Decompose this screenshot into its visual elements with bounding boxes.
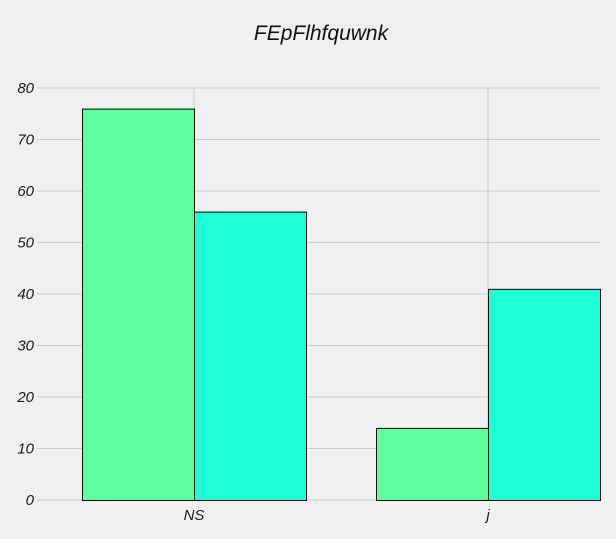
y-tick-label: 80 — [17, 80, 34, 97]
bar-j-series-2 — [488, 288, 601, 501]
bar-j-series-1 — [376, 427, 489, 501]
y-tick-label: 0 — [26, 492, 35, 509]
x-axis-ticks: NS j — [184, 507, 491, 524]
x-tick-label: j — [484, 507, 490, 524]
x-tick-label: NS — [184, 507, 205, 524]
y-tick-label: 20 — [16, 389, 34, 406]
y-tick-label: 30 — [17, 338, 34, 355]
y-tick-label: 70 — [17, 132, 34, 149]
y-tick-label: 50 — [17, 235, 34, 252]
y-axis-ticks: 0 10 20 30 40 50 60 70 80 — [16, 80, 34, 509]
y-tick-label: 60 — [17, 183, 34, 200]
y-tick-label: 10 — [17, 441, 34, 458]
bar-NS-series-1 — [82, 108, 195, 501]
bars — [82, 108, 601, 501]
bar-NS-series-2 — [194, 211, 307, 501]
y-tick-label: 40 — [17, 286, 34, 303]
chart-title: FEpFlhfquwnk — [254, 22, 390, 45]
